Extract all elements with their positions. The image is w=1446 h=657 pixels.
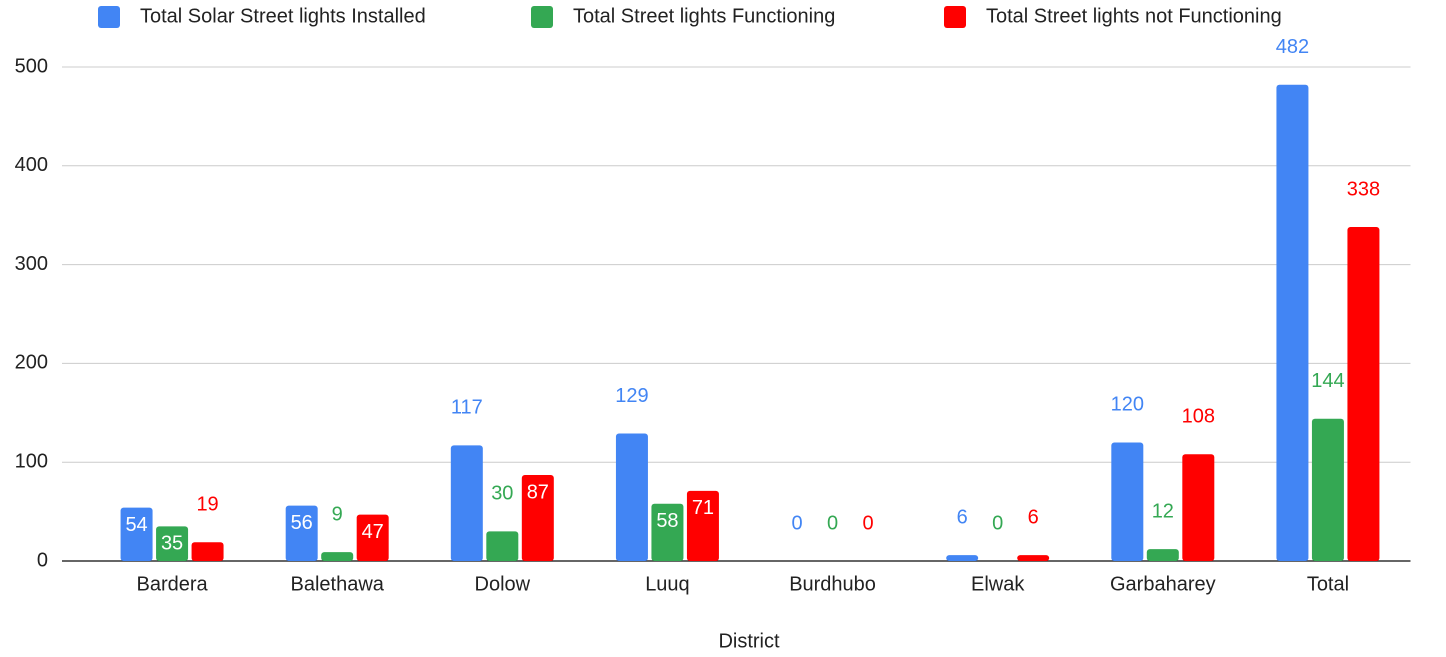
data-label: 47 <box>362 521 384 543</box>
bar <box>1347 227 1380 561</box>
data-label: 0 <box>827 512 838 534</box>
legend-swatch <box>531 6 553 28</box>
data-label: 120 <box>1111 394 1144 416</box>
bar <box>156 526 189 561</box>
bar <box>1276 84 1309 561</box>
data-label: 0 <box>992 512 1003 534</box>
x-axis-label: District <box>718 630 780 652</box>
legend-label: Total Street lights Functioning <box>573 5 835 27</box>
data-label: 129 <box>615 385 648 407</box>
legend-swatch <box>98 6 120 28</box>
bar <box>1182 454 1215 561</box>
bar <box>686 490 719 561</box>
bar <box>1111 442 1144 561</box>
bar <box>1146 549 1179 561</box>
data-label: 56 <box>291 512 313 534</box>
y-tick-label: 300 <box>15 253 48 275</box>
x-tick-label: Balethawa <box>290 573 384 595</box>
data-label: 0 <box>863 512 874 534</box>
y-tick-label: 0 <box>37 549 48 571</box>
bar <box>615 433 648 561</box>
data-label: 71 <box>692 497 714 519</box>
legend-label: Total Solar Street lights Installed <box>140 5 426 27</box>
data-label: 108 <box>1182 406 1215 428</box>
data-label: 6 <box>957 506 968 528</box>
bar <box>521 475 554 561</box>
bar <box>946 555 979 561</box>
data-label: 58 <box>656 510 678 532</box>
data-label: 482 <box>1276 36 1309 58</box>
data-label: 54 <box>125 514 147 536</box>
legend-swatch <box>944 6 966 28</box>
data-label: 12 <box>1152 500 1174 522</box>
y-tick-label: 100 <box>15 450 48 472</box>
y-tick-label: 400 <box>15 154 48 176</box>
data-label: 35 <box>161 533 183 555</box>
bar <box>356 514 389 561</box>
bar <box>651 503 684 561</box>
legend-label: Total Street lights not Functioning <box>986 5 1282 27</box>
bar <box>450 445 483 561</box>
data-label: 19 <box>196 494 218 516</box>
bar <box>285 505 318 561</box>
y-tick-label: 200 <box>15 352 48 374</box>
x-tick-label: Total <box>1307 573 1349 595</box>
y-tick-label: 500 <box>15 55 48 77</box>
x-tick-label: Elwak <box>971 573 1025 595</box>
x-tick-label: Luuq <box>645 573 690 595</box>
data-label: 117 <box>451 397 483 419</box>
x-tick-label: Burdhubo <box>789 573 876 595</box>
bar <box>120 507 153 561</box>
data-label: 0 <box>792 512 803 534</box>
data-label: 144 <box>1311 370 1344 392</box>
data-label: 338 <box>1347 178 1380 200</box>
bar <box>191 542 224 561</box>
data-label: 87 <box>527 481 549 503</box>
x-tick-label: Garbaharey <box>1110 573 1216 595</box>
bar <box>1311 418 1344 561</box>
x-tick-label: Dolow <box>475 573 531 595</box>
bar <box>486 531 519 561</box>
bar <box>1017 555 1050 561</box>
bar <box>321 552 354 561</box>
data-label: 30 <box>491 483 513 505</box>
data-label: 9 <box>332 503 343 525</box>
x-tick-label: Bardera <box>136 573 208 595</box>
data-label: 6 <box>1028 506 1039 528</box>
